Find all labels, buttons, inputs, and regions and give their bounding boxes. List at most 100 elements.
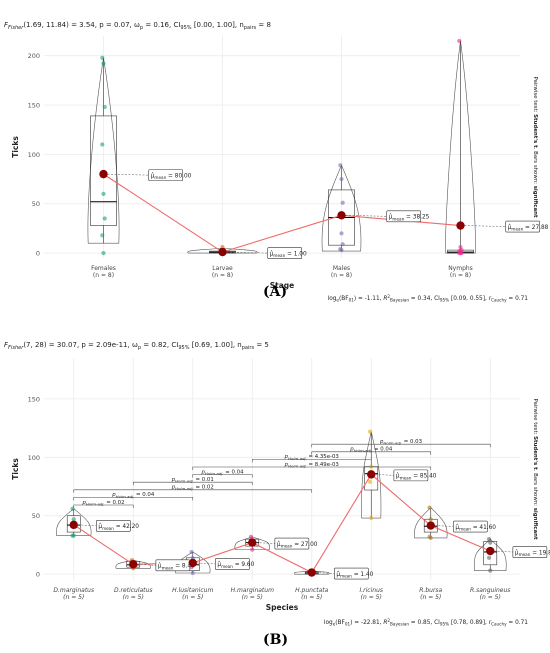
mean-label-leader [77,524,97,527]
mean-label-box [453,520,488,533]
data-point [458,250,463,256]
comparison-bracket [251,459,372,463]
data-point [190,555,195,560]
side-caption: Pairwise test: Student's t. Bars shown: … [532,398,538,540]
x-tick-label: I.ricinus [359,587,383,594]
mean-label-leader [434,525,454,527]
comparison-label: pHolm-adj. = 0.04 [349,447,393,454]
panel-b-caption: (B) [263,632,289,648]
mean-label: μ̂mean = 42.20 [98,524,139,531]
mean-label-leader [107,173,149,176]
mean-label-box [386,210,422,223]
data-point [339,176,344,182]
mean-label: μ̂mean = 1.00 [270,251,307,258]
panel-a-caption: (A) [263,284,288,300]
comparison-label: pHolm-adj. = 0.02 [171,485,214,492]
x-tick-n-label: (n = 5) [123,594,144,601]
x-tick-n-label: (n = 8) [450,272,471,279]
box [66,515,81,533]
mean-label: μ̂mean = 8.40 [158,564,195,571]
chart-title: FFisher(7, 28) = 30.07, p = 2.09e-11, ωp… [4,341,269,351]
data-point [427,505,432,510]
x-tick-label: R.sanguineus [470,587,510,594]
mean-label-leader [256,542,275,544]
y-tick-label: 100 [28,454,40,462]
y-tick-label: 0 [36,250,40,258]
data-point [71,517,76,522]
mean-label-box [334,567,369,580]
data-point [428,517,433,522]
mean-label-box [393,469,429,482]
mean-label-leader [375,474,394,476]
y-tick-label: 200 [28,52,40,60]
mean-point [486,546,495,556]
box [90,115,117,226]
comparison-bracket [311,443,491,448]
mean-label: μ̂mean = 27.88 [508,225,549,232]
x-tick-label: Males [333,265,350,272]
mean-label-leader [196,562,216,565]
data-point [457,38,462,44]
data-point [339,231,344,236]
y-tick-label: 150 [28,395,40,403]
x-tick-label: R.bursa [419,587,442,594]
mean-point [129,560,138,569]
chart-panel-b: FFisher(7, 28) = 30.07, p = 2.09e-11, ωp… [4,341,550,627]
mean-label-leader [137,564,156,566]
data-point [340,200,345,205]
data-point [100,142,105,147]
x-tick-n-label: (n = 5) [182,594,203,601]
mean-label-box [96,520,131,532]
data-point [102,104,107,110]
comparison-label: pHolm-adj. = 0.04 [200,469,244,476]
data-point [369,464,374,469]
data-point [101,191,106,196]
data-point [488,568,493,573]
mean-label-box [215,558,250,570]
data-point [248,534,254,539]
y-axis-label: Ticks [11,136,20,158]
data-point [340,242,345,247]
x-tick-n-label: (n = 5) [63,594,84,601]
data-point [486,555,492,560]
data-point [100,55,105,60]
data-point [190,570,195,576]
x-tick-n-label: (n = 8) [212,272,233,279]
comparison-bracket [73,504,134,508]
comparison-label: pHolm-adj. = 4.35e-03 [284,454,339,461]
comparison-bracket [192,466,432,470]
comparison-bracket [73,489,313,493]
comparison-label: pHolm-adj. = 0.01 [171,477,214,484]
mean-label: μ̂mean = 9.60 [217,562,254,569]
x-tick-label: Nymphs [448,265,473,272]
data-point [338,163,343,168]
data-point [100,233,105,238]
mean-label-box [505,220,541,233]
mean-point [248,538,257,547]
mean-label: μ̂mean = 19.80 [515,550,550,557]
x-tick-n-label: (n = 5) [361,594,382,601]
data-point [428,535,433,541]
chart-panel-a: FFisher(1.69, 11.84) = 3.54, p = 0.07, ω… [4,21,549,303]
data-point [189,549,194,555]
x-tick-label: Larvae [212,265,233,272]
x-tick-label: H.lusitanicum [172,587,213,594]
mean-point [456,221,465,230]
data-point [71,533,76,538]
mean-point [367,470,376,479]
mean-connector-line [73,473,491,574]
mean-label-leader [315,572,335,574]
bayes-footer: loge(BF01) = -1.11, R2Bayesian = 0.34, C… [328,294,529,303]
x-tick-label: H.marginatum [231,587,275,594]
side-caption: Pairwise test: Student's t. Bars shown: … [532,76,538,218]
data-point [369,515,374,521]
y-tick-label: 100 [28,151,40,159]
x-axis-label: Species [266,603,299,612]
mean-point [218,247,227,257]
mean-label-leader [494,550,513,553]
data-point [367,429,373,434]
x-tick-n-label: (n = 5) [301,594,322,601]
x-tick-label: D.marginatus [53,587,94,594]
mean-point [307,568,316,577]
x-tick-n-label: (n = 8) [331,272,352,279]
